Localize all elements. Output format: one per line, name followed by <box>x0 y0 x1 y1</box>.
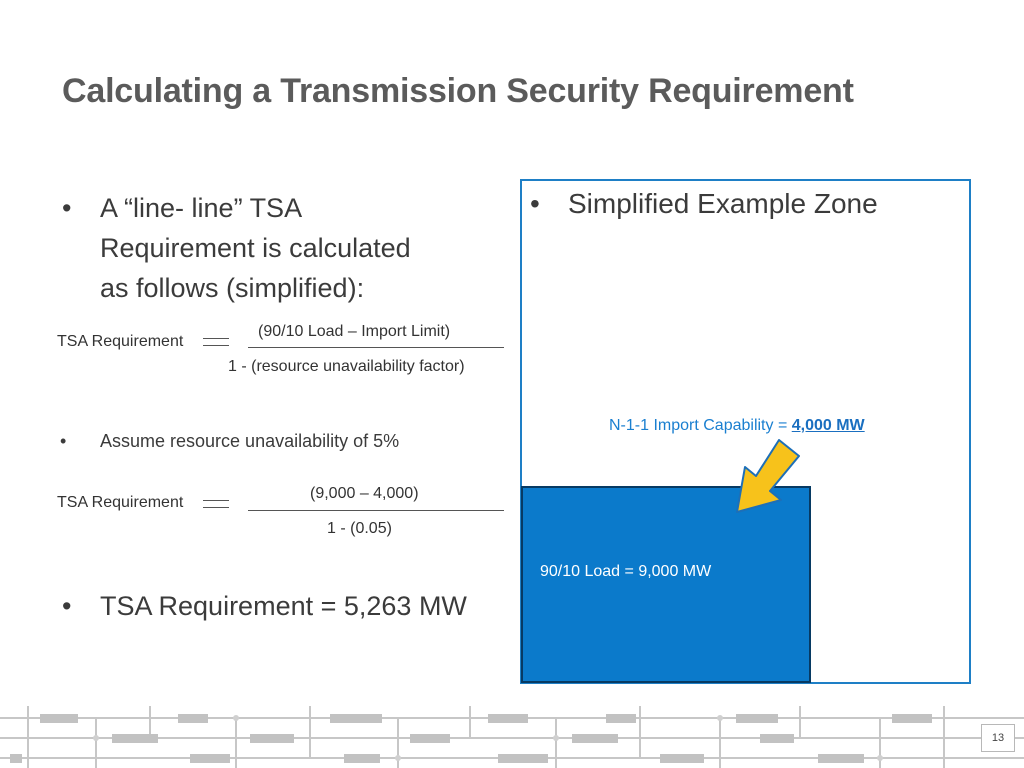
formula1-lhs: TSA Requirement <box>57 333 184 350</box>
formula1-equals-sign <box>203 338 229 346</box>
formula1-fraction-bar <box>248 347 504 348</box>
bullet-line-line-tsa: • A “line- line” TSA Requirement is calc… <box>62 188 520 308</box>
formula2-equals-sign <box>203 500 229 508</box>
bullet-dot: • <box>530 188 540 219</box>
zone-title: Simplified Example Zone <box>568 188 878 219</box>
import-capability-value: 4,000 MW <box>791 417 865 434</box>
bullet-text-line-2: Requirement is calculated <box>100 233 411 263</box>
bullet-assume-unavailability: • Assume resource unavailability of 5% <box>60 431 400 452</box>
formula2-denominator: 1 - (0.05) <box>327 520 392 537</box>
bullet-text: Assume resource unavailability of 5% <box>100 431 400 451</box>
circuit-pattern-decoration <box>0 706 1024 768</box>
bullet-text-line-3: as follows (simplified): <box>100 273 365 303</box>
page-number: 13 <box>981 724 1015 752</box>
bullet-text: TSA Requirement = 5,263 MW <box>100 591 467 621</box>
load-label: 90/10 Load = 9,000 MW <box>540 563 712 580</box>
import-capability-label: N-1-1 Import Capability = 4,000 MW <box>609 417 865 435</box>
bullet-dot: • <box>60 431 67 451</box>
formula2-lhs: TSA Requirement <box>57 494 184 511</box>
formula1-numerator: (90/10 Load – Import Limit) <box>258 323 451 340</box>
formula2-numerator: (9,000 – 4,000) <box>310 485 419 502</box>
import-capability-text: N-1-1 Import Capability = <box>609 417 792 434</box>
load-box <box>521 486 811 683</box>
bullet-tsa-result: • TSA Requirement = 5,263 MW <box>62 586 467 626</box>
arrow-down-left-icon <box>736 439 800 513</box>
slide-title: Calculating a Transmission Security Requ… <box>62 72 854 110</box>
formula1-denominator: 1 - (resource unavailability factor) <box>228 358 465 375</box>
example-zone-frame <box>520 179 971 684</box>
bullet-dot: • <box>62 591 72 621</box>
bullet-dot: • <box>62 193 72 223</box>
bullet-text-line-1: A “line- line” TSA <box>100 193 303 223</box>
formula2-fraction-bar <box>248 510 504 511</box>
